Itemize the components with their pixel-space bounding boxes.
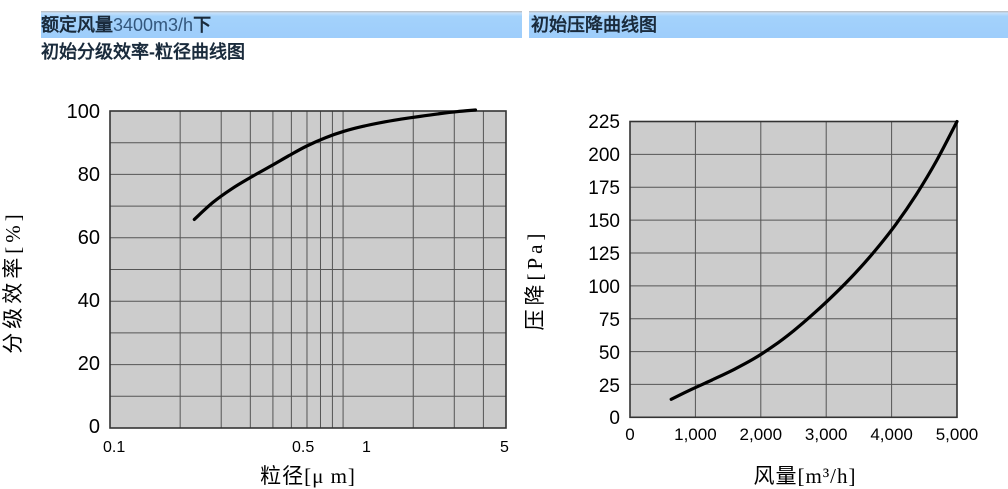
svg-text:1,000: 1,000 — [674, 425, 717, 444]
svg-text:40: 40 — [78, 290, 100, 312]
svg-text:100: 100 — [588, 277, 620, 298]
svg-text:20: 20 — [78, 353, 100, 375]
svg-text:0: 0 — [89, 416, 100, 438]
svg-text:200: 200 — [588, 145, 620, 166]
svg-text:225: 225 — [588, 112, 620, 133]
svg-text:风量[m³/h]: 风量[m³/h] — [754, 464, 857, 488]
svg-text:80: 80 — [78, 164, 100, 186]
svg-text:60: 60 — [78, 227, 100, 249]
svg-text:0.5: 0.5 — [292, 439, 314, 456]
svg-text:25: 25 — [599, 376, 620, 397]
svg-text:1: 1 — [362, 439, 371, 456]
svg-text:175: 175 — [588, 178, 620, 199]
svg-text:150: 150 — [588, 211, 620, 232]
svg-text:0: 0 — [625, 425, 634, 444]
svg-text:粒径[μ m]: 粒径[μ m] — [260, 464, 356, 488]
svg-text:0.1: 0.1 — [103, 439, 125, 456]
svg-text:压降[Pa]: 压降[Pa] — [523, 230, 547, 331]
svg-text:5: 5 — [500, 439, 509, 456]
svg-text:50: 50 — [599, 343, 620, 364]
svg-text:3,000: 3,000 — [805, 425, 848, 444]
svg-text:分级效率[%]: 分级效率[%] — [1, 210, 25, 353]
svg-text:125: 125 — [588, 244, 620, 265]
svg-text:2,000: 2,000 — [740, 425, 783, 444]
svg-text:75: 75 — [599, 310, 620, 331]
svg-text:0: 0 — [609, 408, 620, 429]
svg-text:5,000: 5,000 — [936, 425, 979, 444]
svg-text:4,000: 4,000 — [870, 425, 913, 444]
svg-text:100: 100 — [67, 101, 100, 123]
